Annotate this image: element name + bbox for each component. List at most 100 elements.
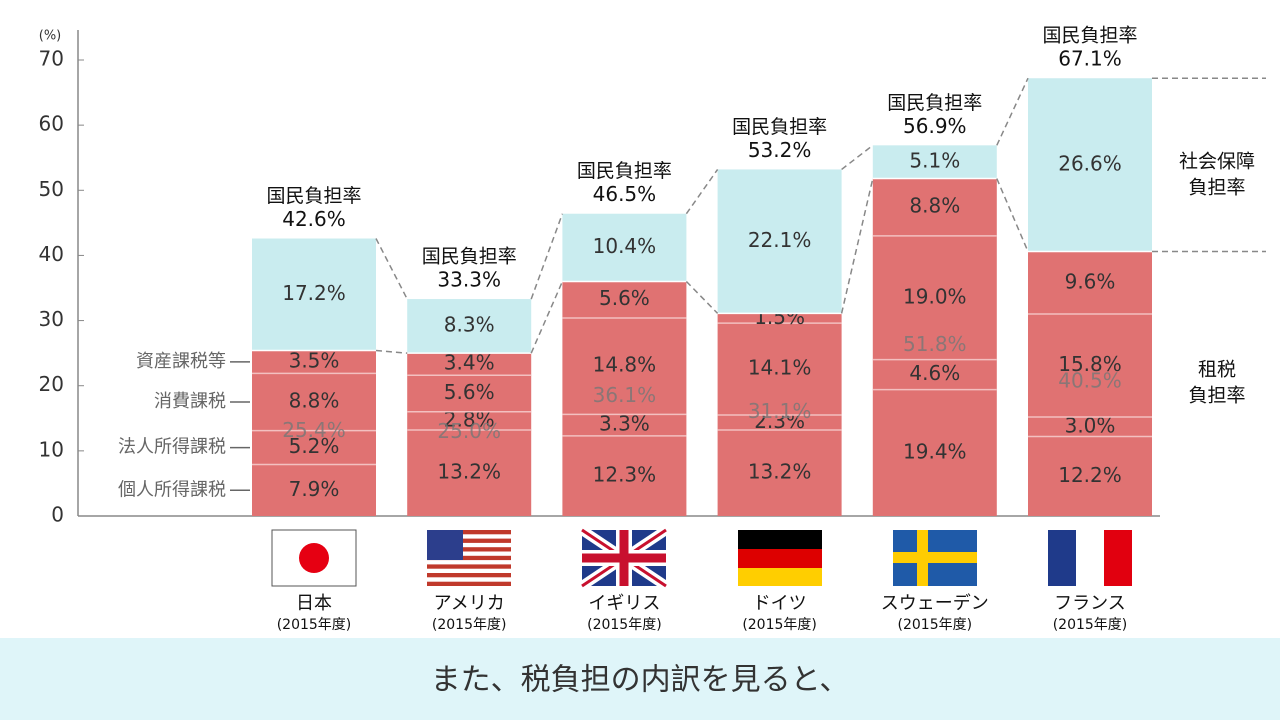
y-tick-label: 0 <box>51 503 64 527</box>
y-tick-label: 70 <box>39 47 64 71</box>
y-unit: (%) <box>39 29 62 44</box>
bar-segment <box>717 169 842 314</box>
total-label: 67.1% <box>1058 47 1122 71</box>
segment-label: 13.2% <box>437 460 501 484</box>
tax-connector <box>530 281 564 354</box>
flag-france <box>1048 530 1132 586</box>
total-name: 国民負担率 <box>422 246 517 268</box>
bar-segment <box>562 281 687 318</box>
category-label: 日本 <box>296 593 332 614</box>
segment-label: 19.0% <box>903 284 967 308</box>
bar-segment <box>872 178 997 236</box>
flag-usa <box>427 530 511 586</box>
caption: また、税負担の内訳を見ると、 <box>431 663 850 698</box>
total-connector <box>685 169 719 215</box>
bar-segment <box>717 323 842 416</box>
segment-label: 14.8% <box>593 353 657 377</box>
flags <box>271 525 1132 591</box>
bar-segment <box>872 359 997 390</box>
segment-label: 4.6% <box>909 361 960 385</box>
tax-total-label: 36.1% <box>593 383 657 407</box>
category-note: (2015年度) <box>587 617 662 633</box>
tax-connector <box>685 280 719 314</box>
segment-label: 5.6% <box>599 286 650 310</box>
total-name: 国民負担率 <box>1042 25 1137 47</box>
segment-label: 3.4% <box>444 351 495 375</box>
category-label: フランス <box>1054 593 1126 614</box>
total-label: 42.6% <box>282 207 346 231</box>
segment-label: 5.6% <box>444 380 495 404</box>
legend-label: 資産課税等 <box>136 351 226 372</box>
segment-label: 8.8% <box>909 194 960 218</box>
segment-label: 12.3% <box>593 462 657 486</box>
total-label: 56.9% <box>903 114 967 138</box>
tax-total-label: 40.5% <box>1058 369 1122 393</box>
y-tick-label: 20 <box>39 372 64 396</box>
bar-segment <box>717 313 842 324</box>
flag-uk <box>579 525 669 591</box>
segment-label: 5.1% <box>909 148 960 172</box>
category-note: (2015年度) <box>898 617 973 633</box>
total-connector <box>375 238 408 300</box>
bar-segment <box>1028 251 1152 315</box>
total-connector <box>996 77 1029 146</box>
total-connector <box>841 144 874 171</box>
total-name: 国民負担率 <box>887 92 982 114</box>
tax-connector <box>996 178 1029 252</box>
bar-segment <box>407 353 532 376</box>
segment-label: 19.4% <box>903 439 967 463</box>
bar-segment <box>872 389 997 516</box>
category-note: (2015年度) <box>432 617 507 633</box>
bar-segment <box>407 411 532 431</box>
legend-label: 消費課税 <box>154 391 226 412</box>
bar-segment <box>1028 78 1152 252</box>
flag-sweden <box>893 530 977 586</box>
bar-segment <box>252 350 376 374</box>
right-label: 負担率 <box>1188 385 1245 407</box>
y-tick-label: 40 <box>39 242 64 266</box>
flag-japan <box>271 529 357 587</box>
caption-bar <box>0 638 1280 720</box>
bar-segment <box>872 145 997 179</box>
category-note: (2015年度) <box>277 617 352 633</box>
segment-label: 22.1% <box>748 228 812 252</box>
bar-segment <box>1028 436 1152 516</box>
category-note: (2015年度) <box>742 617 817 633</box>
segment-label: 3.3% <box>599 412 650 436</box>
bar-segment <box>562 213 687 282</box>
tax-total-label: 25.0% <box>437 419 501 443</box>
bar-segment <box>407 299 532 354</box>
category-note: (2015年度) <box>1053 617 1128 633</box>
y-tick-label: 30 <box>39 307 64 331</box>
segment-label: 8.3% <box>444 313 495 337</box>
total-name: 国民負担率 <box>266 185 361 207</box>
y-tick-label: 60 <box>39 112 64 136</box>
bar-segment <box>252 373 376 431</box>
segment-label: 12.2% <box>1058 463 1122 487</box>
bar-segment <box>252 238 376 351</box>
bar-segment <box>562 435 687 516</box>
total-name: 国民負担率 <box>732 116 827 138</box>
category-label: スウェーデン <box>881 593 989 614</box>
y-tick-label: 50 <box>39 177 64 201</box>
tax-total-label: 25.4% <box>282 418 346 442</box>
total-name: 国民負担率 <box>577 160 672 182</box>
bar-segment <box>717 415 842 431</box>
legend-label: 個人所得課税 <box>118 479 226 500</box>
segment-label: 10.4% <box>593 234 657 258</box>
category-label: ドイツ <box>753 593 807 614</box>
total-label: 33.3% <box>437 268 501 292</box>
segment-label: 15.8% <box>1058 352 1122 376</box>
category-label: イギリス <box>588 593 660 614</box>
segment-label: 7.9% <box>289 477 340 501</box>
segment-label: 3.5% <box>289 348 340 372</box>
segment-label: 13.2% <box>748 460 812 484</box>
y-tick-label: 10 <box>39 437 64 461</box>
segment-label: 5.2% <box>289 434 340 458</box>
legend-label: 法人所得課税 <box>118 437 226 458</box>
bar-segment <box>562 414 687 436</box>
bar-segment <box>407 430 532 516</box>
bar-segment <box>252 430 376 465</box>
segment-label: 8.8% <box>289 389 340 413</box>
